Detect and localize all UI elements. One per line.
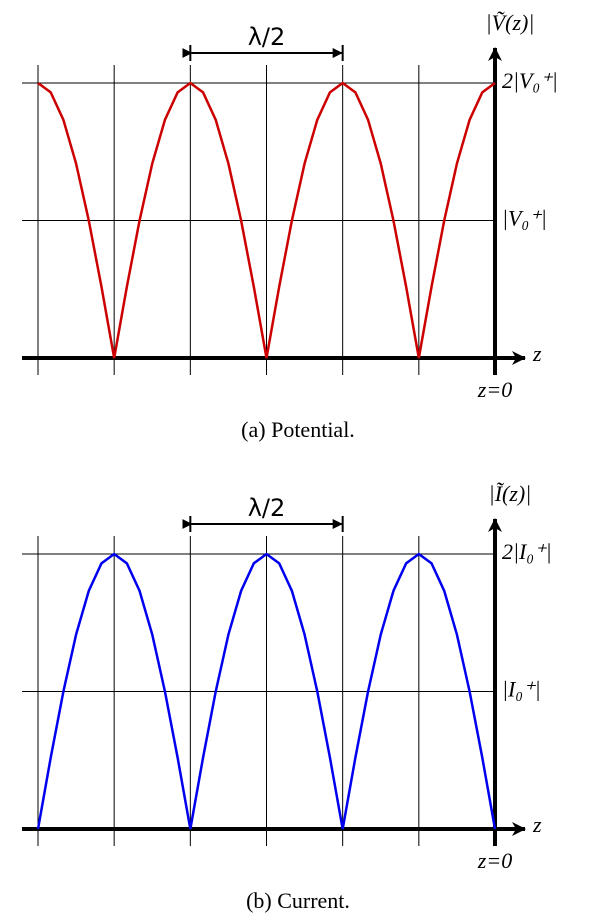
- annotation: λ/2: [248, 494, 286, 522]
- y-tick-label: 2|V₀⁺|: [502, 68, 558, 93]
- chart: z=0 |I₀⁺| 2|I₀⁺| z |Ĩ(z)| λ/2 (b) Current.: [22, 481, 552, 913]
- annotation: λ/2: [248, 23, 286, 51]
- x-tick-label: z=0: [477, 377, 512, 402]
- curve: [37, 81, 496, 359]
- y-tick-label: |V₀⁺|: [502, 206, 547, 231]
- y-axis-label: |Ṽ(z)|: [486, 10, 535, 35]
- chart: z=0 |V₀⁺| 2|V₀⁺| z |Ṽ(z)| λ/2 (a) Potential.: [22, 10, 558, 442]
- y-tick-label: |I₀⁺|: [502, 677, 541, 702]
- caption: (b) Current.: [246, 888, 350, 913]
- x-axis-label: z: [532, 812, 542, 837]
- x-axis-label: z: [532, 341, 542, 366]
- y-tick-label: 2|I₀⁺|: [502, 539, 552, 564]
- caption: (a) Potential.: [241, 417, 355, 442]
- x-tick-label: z=0: [477, 848, 512, 873]
- curve: [36, 552, 497, 830]
- y-axis-label: |Ĩ(z)|: [489, 481, 532, 506]
